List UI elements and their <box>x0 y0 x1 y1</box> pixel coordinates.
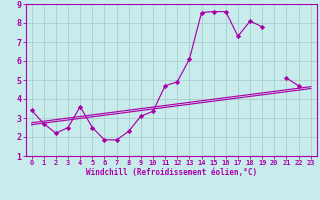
X-axis label: Windchill (Refroidissement éolien,°C): Windchill (Refroidissement éolien,°C) <box>86 168 257 177</box>
